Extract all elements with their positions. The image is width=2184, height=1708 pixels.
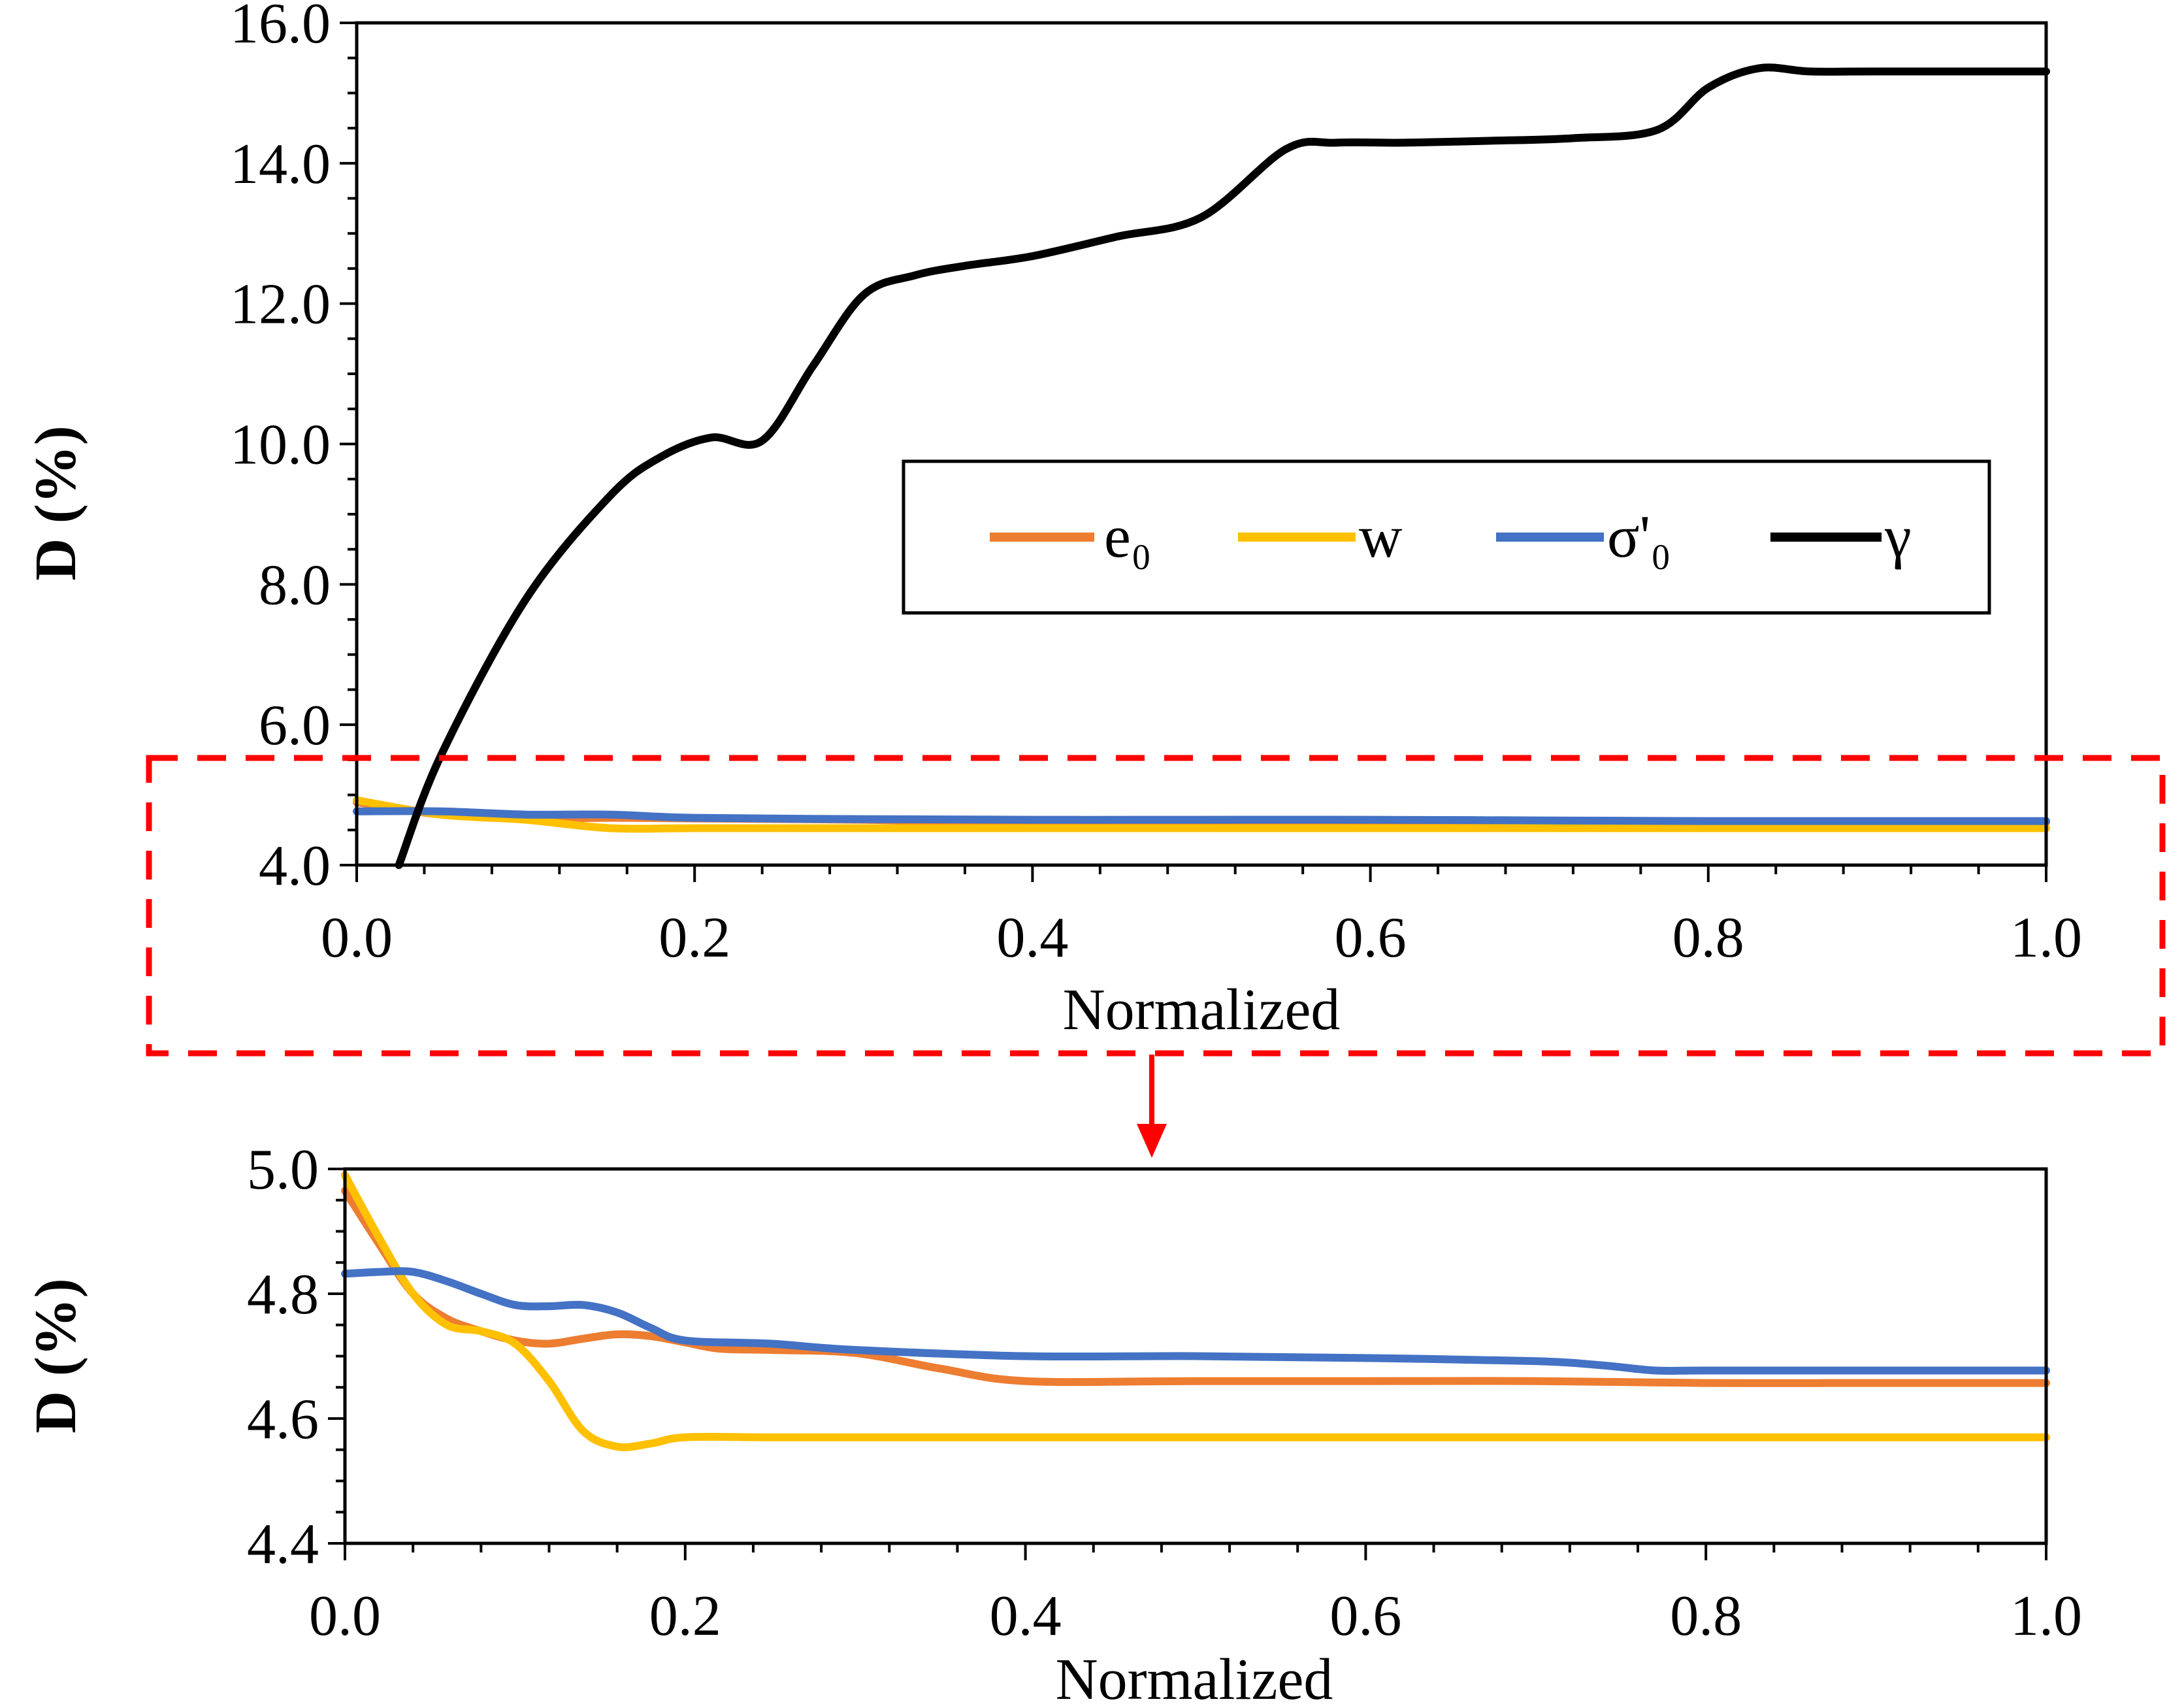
top-y-ticks: 4.0 6.0 8.0 10.0 12.0 14.0 16.0: [230, 0, 357, 898]
top-x-axis-title: Normalized: [1063, 977, 1341, 1042]
zoom-x-ticks: 0.0 0.2 0.4 0.6 0.8 1.0: [309, 1543, 2082, 1648]
y-tick-label: 5.0: [247, 1138, 319, 1202]
series-line-sigma: [353, 807, 2050, 825]
x-tick-label: 0.4: [990, 1585, 1062, 1648]
x-tick-label: 0.6: [1329, 1585, 1401, 1648]
zoom-x-axis-title: Normalized: [1056, 1647, 1333, 1708]
legend-label-w: w: [1359, 503, 1403, 570]
y-tick-label: 6.0: [259, 694, 331, 757]
y-tick-label: 4.4: [247, 1513, 319, 1576]
zoom-y-ticks: 4.4 4.6 4.8 5.0: [247, 1138, 345, 1576]
x-tick-label: 0.2: [649, 1585, 721, 1648]
x-tick-label: 0.6: [1335, 906, 1407, 970]
series-line-gamma: [395, 63, 2050, 869]
legend-label-gamma: γ: [1884, 503, 1912, 570]
zoom-y-axis-title: D (%): [24, 1278, 88, 1433]
top-series: [353, 63, 2050, 869]
series-line-w: [353, 796, 2050, 833]
top-y-axis-title: D (%): [24, 425, 88, 580]
x-tick-label: 1.0: [2010, 1585, 2082, 1648]
y-tick-label: 4.0: [259, 834, 331, 898]
top-x-ticks: 0.0 0.2 0.4 0.6 0.8 1.0: [321, 865, 2082, 970]
legend-label-sigma: σ'₀: [1607, 503, 1671, 570]
series-line-w: [341, 1171, 2050, 1451]
top-chart: 4.06.08.010.012.014.016.0 0.0 0.2 0.4 0.6 0.…: [24, 0, 2082, 1042]
x-tick-label: 1.0: [2010, 906, 2082, 970]
y-tick-label: 14.0: [230, 133, 331, 196]
y-tick-label: 12.0: [230, 273, 331, 337]
x-tick-label: 0.8: [1672, 906, 1744, 970]
zoom-plot-area: [343, 1167, 2048, 1545]
series-line-sigma: [341, 1267, 2050, 1375]
highlight-box: [146, 755, 2166, 1057]
y-tick-label: 4.6: [247, 1388, 319, 1451]
y-tick-label: 8.0: [259, 553, 331, 617]
y-tick-label: 4.8: [247, 1263, 319, 1326]
x-tick-label: 0.4: [996, 906, 1068, 970]
x-tick-label: 0.8: [1670, 1585, 1742, 1648]
x-tick-label: 0.0: [321, 906, 393, 970]
top-plot-area: [355, 21, 2048, 867]
highlight-arrow-head: [1137, 1124, 1167, 1158]
zoom-chart: 4.4 4.6 4.8 5.0 0.0 0.2 0.4 0.6 0.8 1.0 Normaliz…: [24, 1138, 2082, 1708]
x-tick-label: 0.2: [659, 906, 730, 970]
y-tick-label: 10.0: [230, 414, 331, 477]
x-tick-label: 0.0: [309, 1585, 381, 1648]
legend-label-e0: e₀: [1104, 503, 1152, 570]
zoom-series: [341, 1171, 2050, 1451]
legend: e₀ w σ'₀ γ: [902, 459, 1991, 615]
y-tick-label: 16.0: [230, 0, 331, 56]
